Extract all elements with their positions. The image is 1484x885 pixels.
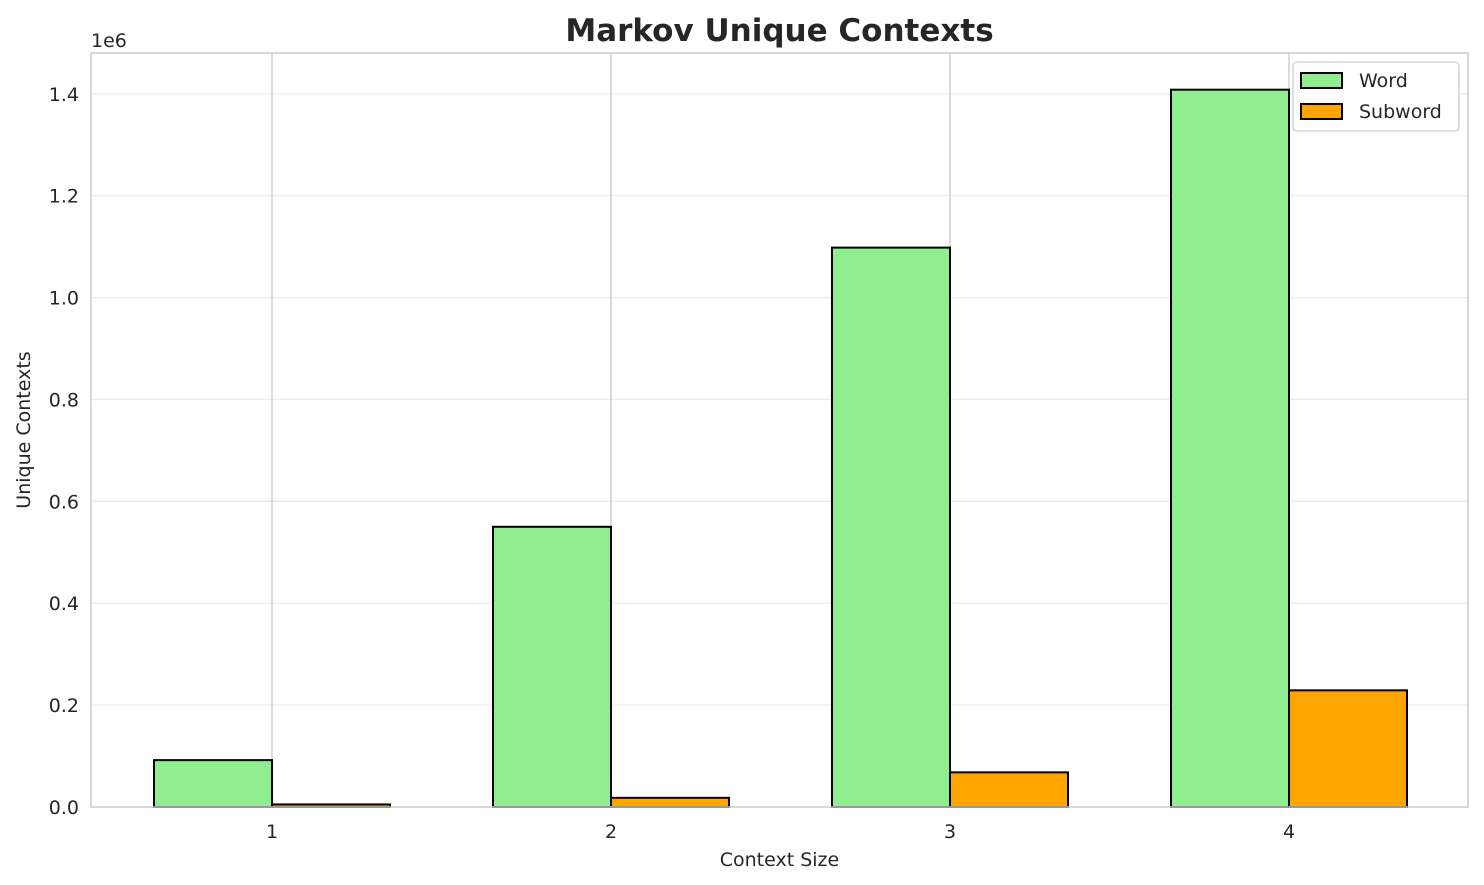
bar-subword-2 xyxy=(610,796,730,808)
legend-label-word: Word xyxy=(1359,70,1408,92)
legend-label-subword: Subword xyxy=(1359,101,1442,123)
x-axis-label: Context Size xyxy=(720,849,839,871)
y-tick-label: 1.4 xyxy=(49,84,79,106)
bar-subword-4 xyxy=(1288,689,1408,809)
bar-word-2 xyxy=(492,525,612,808)
plot-frame xyxy=(90,52,1469,808)
bars xyxy=(153,88,1408,809)
y-tick-label: 0.4 xyxy=(49,593,79,615)
bar-word-1 xyxy=(153,759,273,808)
y-axis-label: Unique Contexts xyxy=(13,351,35,508)
y-tick-labels: 0.0 0.2 0.4 0.6 0.8 1.0 1.2 1.4 xyxy=(49,84,79,819)
y-axis-multiplier: 1e6 xyxy=(91,30,127,52)
y-tick-label: 1.0 xyxy=(49,288,79,310)
x-tick-label: 3 xyxy=(944,821,956,843)
y-tick-label: 0.2 xyxy=(49,695,79,717)
chart-title: Markov Unique Contexts xyxy=(565,13,993,49)
x-tick-label: 4 xyxy=(1283,821,1295,843)
y-tick-label: 1.2 xyxy=(49,186,79,208)
y-tick-label: 0.8 xyxy=(49,389,79,411)
bar-subword-3 xyxy=(949,771,1069,808)
y-tick-label: 0.6 xyxy=(49,491,79,513)
legend-swatch-subword xyxy=(1300,103,1343,120)
bar-word-3 xyxy=(831,246,951,808)
legend: Word Subword xyxy=(1292,61,1460,132)
y-tick-label: 0.0 xyxy=(49,797,79,819)
legend-swatch-word xyxy=(1300,72,1343,89)
bar-word-4 xyxy=(1170,88,1290,808)
x-tick-label: 1 xyxy=(266,821,278,843)
x-tick-label: 2 xyxy=(605,821,617,843)
x-tick-labels: 1 2 3 4 xyxy=(266,821,1295,843)
